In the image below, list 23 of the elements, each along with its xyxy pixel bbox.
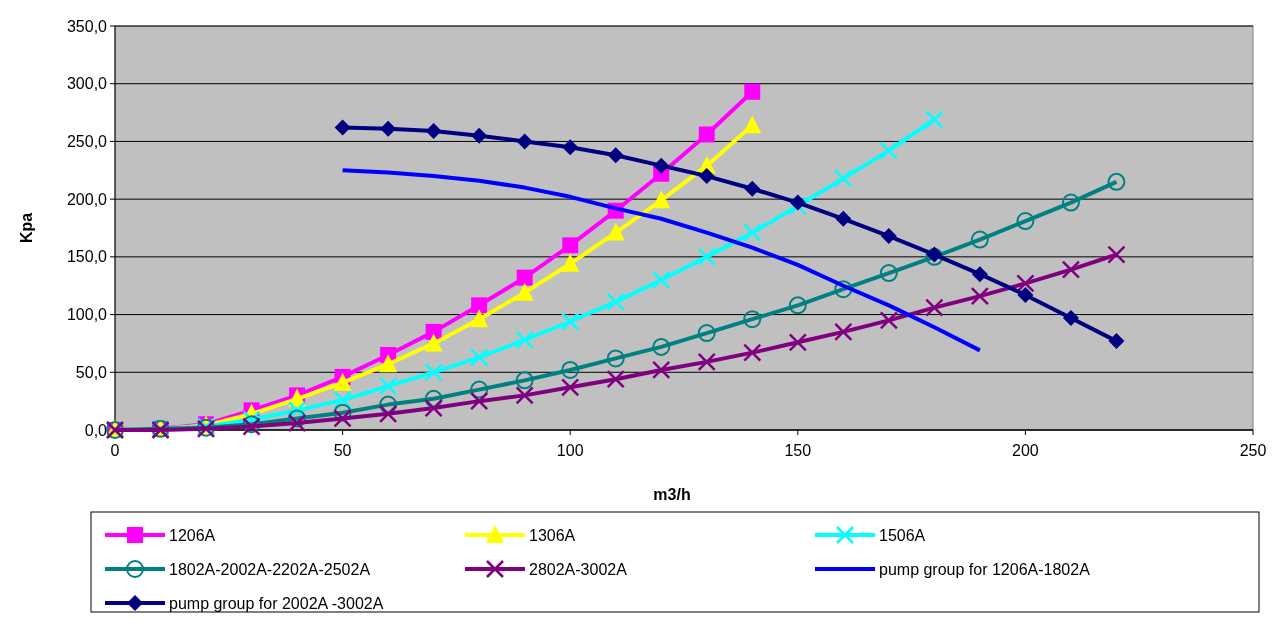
legend-label: 1306A: [529, 526, 576, 544]
x-tick-label: 100: [556, 442, 584, 459]
y-tick-label: 0,0: [84, 421, 108, 439]
x-tick-label: 50: [333, 442, 352, 459]
y-tick-label: 50,0: [75, 363, 108, 381]
y-tick-label: 200,0: [66, 190, 108, 208]
x-axis-title: m3/h: [653, 486, 691, 503]
x-tick-label: 150: [784, 442, 812, 459]
legend-label: 1206A: [169, 526, 216, 544]
x-tick-label: 200: [1012, 442, 1039, 459]
y-tick-label: 350,0: [66, 17, 108, 35]
x-tick-label: 0: [110, 442, 120, 459]
legend-label: 1802A-2002A-2202A-2502A: [169, 560, 371, 578]
legend-label: pump group for 1206A-1802A: [879, 560, 1091, 578]
x-tick-label: 250: [1239, 442, 1267, 459]
y-tick-label: 150,0: [66, 248, 108, 266]
legend-label: 2802A-3002A: [529, 560, 628, 578]
y-tick-label: 100,0: [66, 306, 108, 324]
legend-label: pump group for 2002A -3002A: [169, 594, 384, 612]
legend-label: 1506A: [879, 526, 926, 544]
y-axis-title: Kpa: [18, 212, 35, 244]
y-tick-label: 300,0: [66, 75, 108, 93]
y-tick-label: 250,0: [66, 133, 108, 151]
